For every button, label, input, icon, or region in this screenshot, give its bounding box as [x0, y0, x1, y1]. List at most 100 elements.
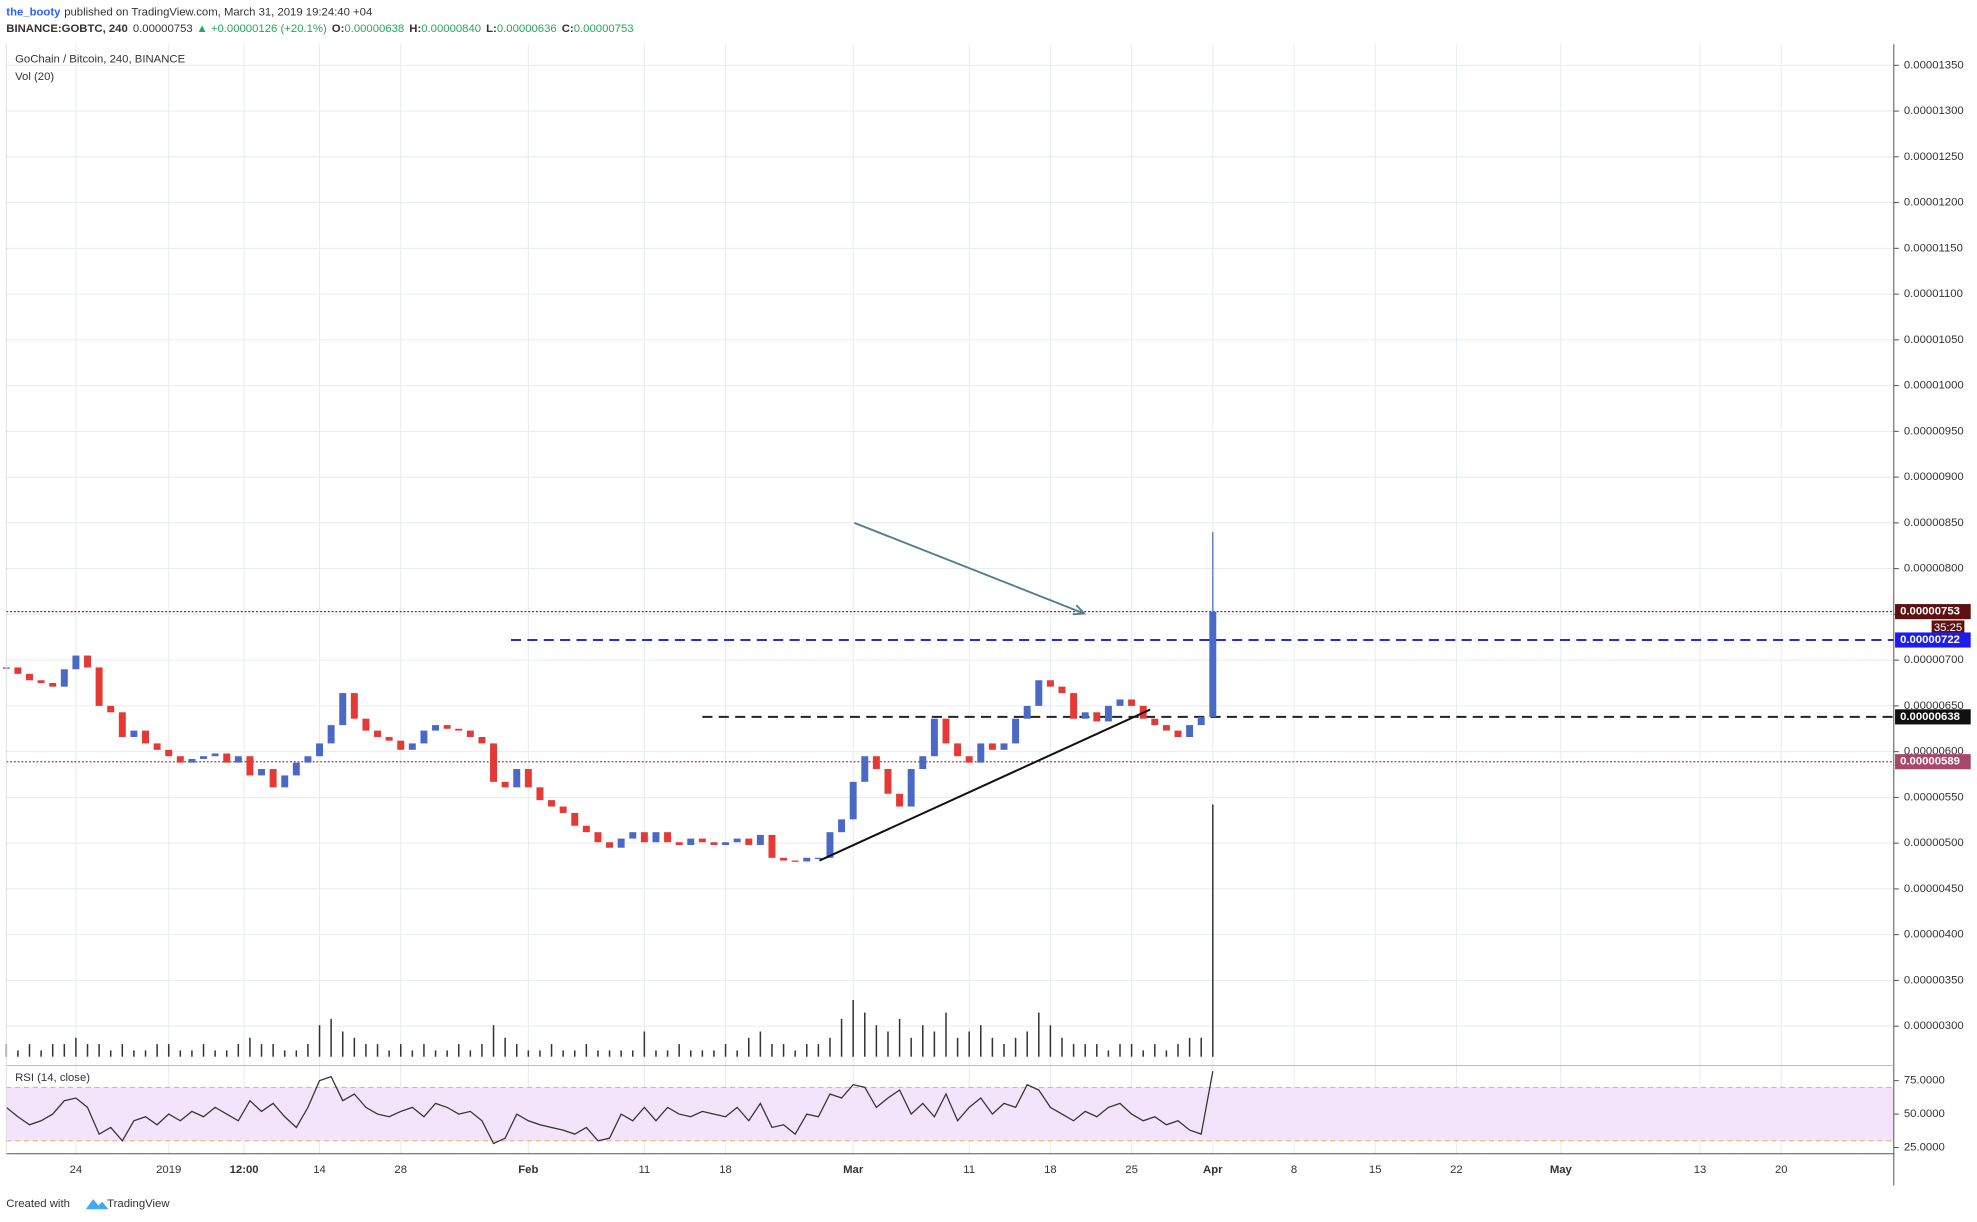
candle-body — [571, 812, 579, 826]
candle-body — [733, 838, 741, 843]
candle-body — [200, 756, 208, 759]
candle-body — [176, 756, 184, 763]
candle-body — [223, 753, 231, 763]
candle-body — [1012, 718, 1020, 744]
candle-body — [768, 834, 776, 858]
candle-body — [872, 756, 880, 770]
candle-body — [1093, 712, 1101, 722]
y-tick-label: 0.00000400 — [1904, 929, 1964, 941]
candle-body — [374, 730, 382, 738]
candle-body — [652, 832, 660, 843]
candle-body — [884, 769, 892, 794]
candle-body — [930, 718, 938, 757]
x-tick-label: 22 — [1450, 1164, 1463, 1176]
price-label-bg — [1895, 709, 1971, 725]
candle-body — [420, 730, 428, 744]
candle-body — [350, 693, 358, 719]
trendline — [819, 708, 1151, 862]
candle-body — [501, 781, 509, 788]
x-tick-label: Feb — [518, 1164, 538, 1176]
candle-body — [281, 775, 289, 788]
footer-brand[interactable]: TradingView — [107, 1198, 170, 1210]
candle-body — [153, 743, 161, 750]
y-tick-label: 0.00000450 — [1904, 883, 1964, 895]
y-tick-label: 0.00001300 — [1904, 105, 1964, 117]
candle-body — [1000, 743, 1008, 750]
candle-body — [780, 857, 788, 861]
candle-body — [756, 834, 764, 845]
candle-body — [513, 769, 521, 788]
candle-body — [687, 838, 695, 845]
candle-body — [1035, 680, 1043, 706]
candle-body — [1186, 725, 1194, 738]
candle-body — [1128, 699, 1136, 706]
candle-body — [629, 832, 637, 839]
candle-body — [640, 832, 648, 843]
candle-body — [942, 718, 950, 744]
candle-body — [536, 787, 544, 801]
x-tick-label: 18 — [1044, 1164, 1057, 1176]
ohlc-key: H: — [409, 23, 421, 35]
author[interactable]: the_booty — [6, 7, 61, 19]
x-tick-label: 2019 — [156, 1164, 181, 1176]
price-label: 0.00000638 — [1900, 711, 1960, 723]
candle-body — [896, 793, 904, 807]
price-label: 0.00000753 — [1900, 606, 1960, 618]
x-tick-label: Mar — [843, 1164, 864, 1176]
candle-body — [1058, 686, 1066, 694]
candle-body — [1162, 725, 1170, 731]
candle-body — [849, 781, 857, 820]
x-tick-label: 13 — [1694, 1164, 1707, 1176]
volume-title: Vol (20) — [15, 71, 54, 83]
last-price: 0.00000753 — [133, 23, 193, 35]
x-tick-label: 11 — [638, 1164, 650, 1176]
price-label-bg — [1895, 632, 1971, 648]
ohlc-value: 0.00000638 — [344, 23, 404, 35]
candle-body — [745, 838, 753, 845]
ohlc-line: BINANCE:GOBTC, 240 0.00000753 ▲ +0.0000012… — [6, 23, 633, 35]
candle-body — [1081, 712, 1089, 719]
candle-body — [118, 712, 126, 738]
candle-body — [1209, 611, 1217, 717]
y-tick-label: 0.00000350 — [1904, 974, 1964, 986]
candle-body — [269, 769, 277, 788]
price-label-bg — [1895, 754, 1971, 770]
candle-body — [443, 725, 451, 729]
x-tick-label: 25 — [1125, 1164, 1138, 1176]
ohlc-key: L: — [486, 23, 497, 35]
candle-body — [977, 743, 985, 763]
x-tick-label: Apr — [1203, 1164, 1223, 1176]
candle-body — [710, 842, 718, 845]
candle-body — [664, 832, 672, 843]
candle-body — [791, 860, 799, 862]
plot — [2, 521, 1894, 1145]
y-tick-label: 0.00000950 — [1904, 425, 1964, 437]
candle-body — [362, 718, 370, 731]
candle-body — [594, 832, 602, 843]
candle-body — [26, 673, 33, 681]
candle-body — [803, 857, 811, 862]
candle-body — [698, 838, 706, 843]
ohlc-key: O: — [332, 23, 345, 35]
candle-body — [1070, 693, 1078, 719]
ohlc-value: 0.00000636 — [497, 23, 557, 35]
candle-body — [37, 680, 45, 684]
candle-body — [188, 758, 196, 763]
candle-body — [327, 725, 335, 744]
arrow-head — [1072, 604, 1087, 616]
y-tick-label: 0.00000300 — [1904, 1020, 1964, 1032]
candle-body — [130, 730, 138, 738]
candle-body — [246, 756, 254, 776]
candle-body — [478, 737, 486, 744]
symbol: BINANCE:GOBTC, 240 — [6, 23, 127, 35]
ohlc-value: 0.00000753 — [574, 23, 634, 35]
price-label-bg — [1895, 604, 1971, 620]
candle-body — [211, 753, 219, 757]
candle-body — [1104, 705, 1112, 722]
x-tick-label: 18 — [719, 1164, 732, 1176]
candle-body — [919, 756, 927, 770]
y-tick-label: 0.00001350 — [1904, 59, 1964, 71]
x-tick-label: 11 — [963, 1164, 975, 1176]
candle-body — [258, 769, 266, 776]
